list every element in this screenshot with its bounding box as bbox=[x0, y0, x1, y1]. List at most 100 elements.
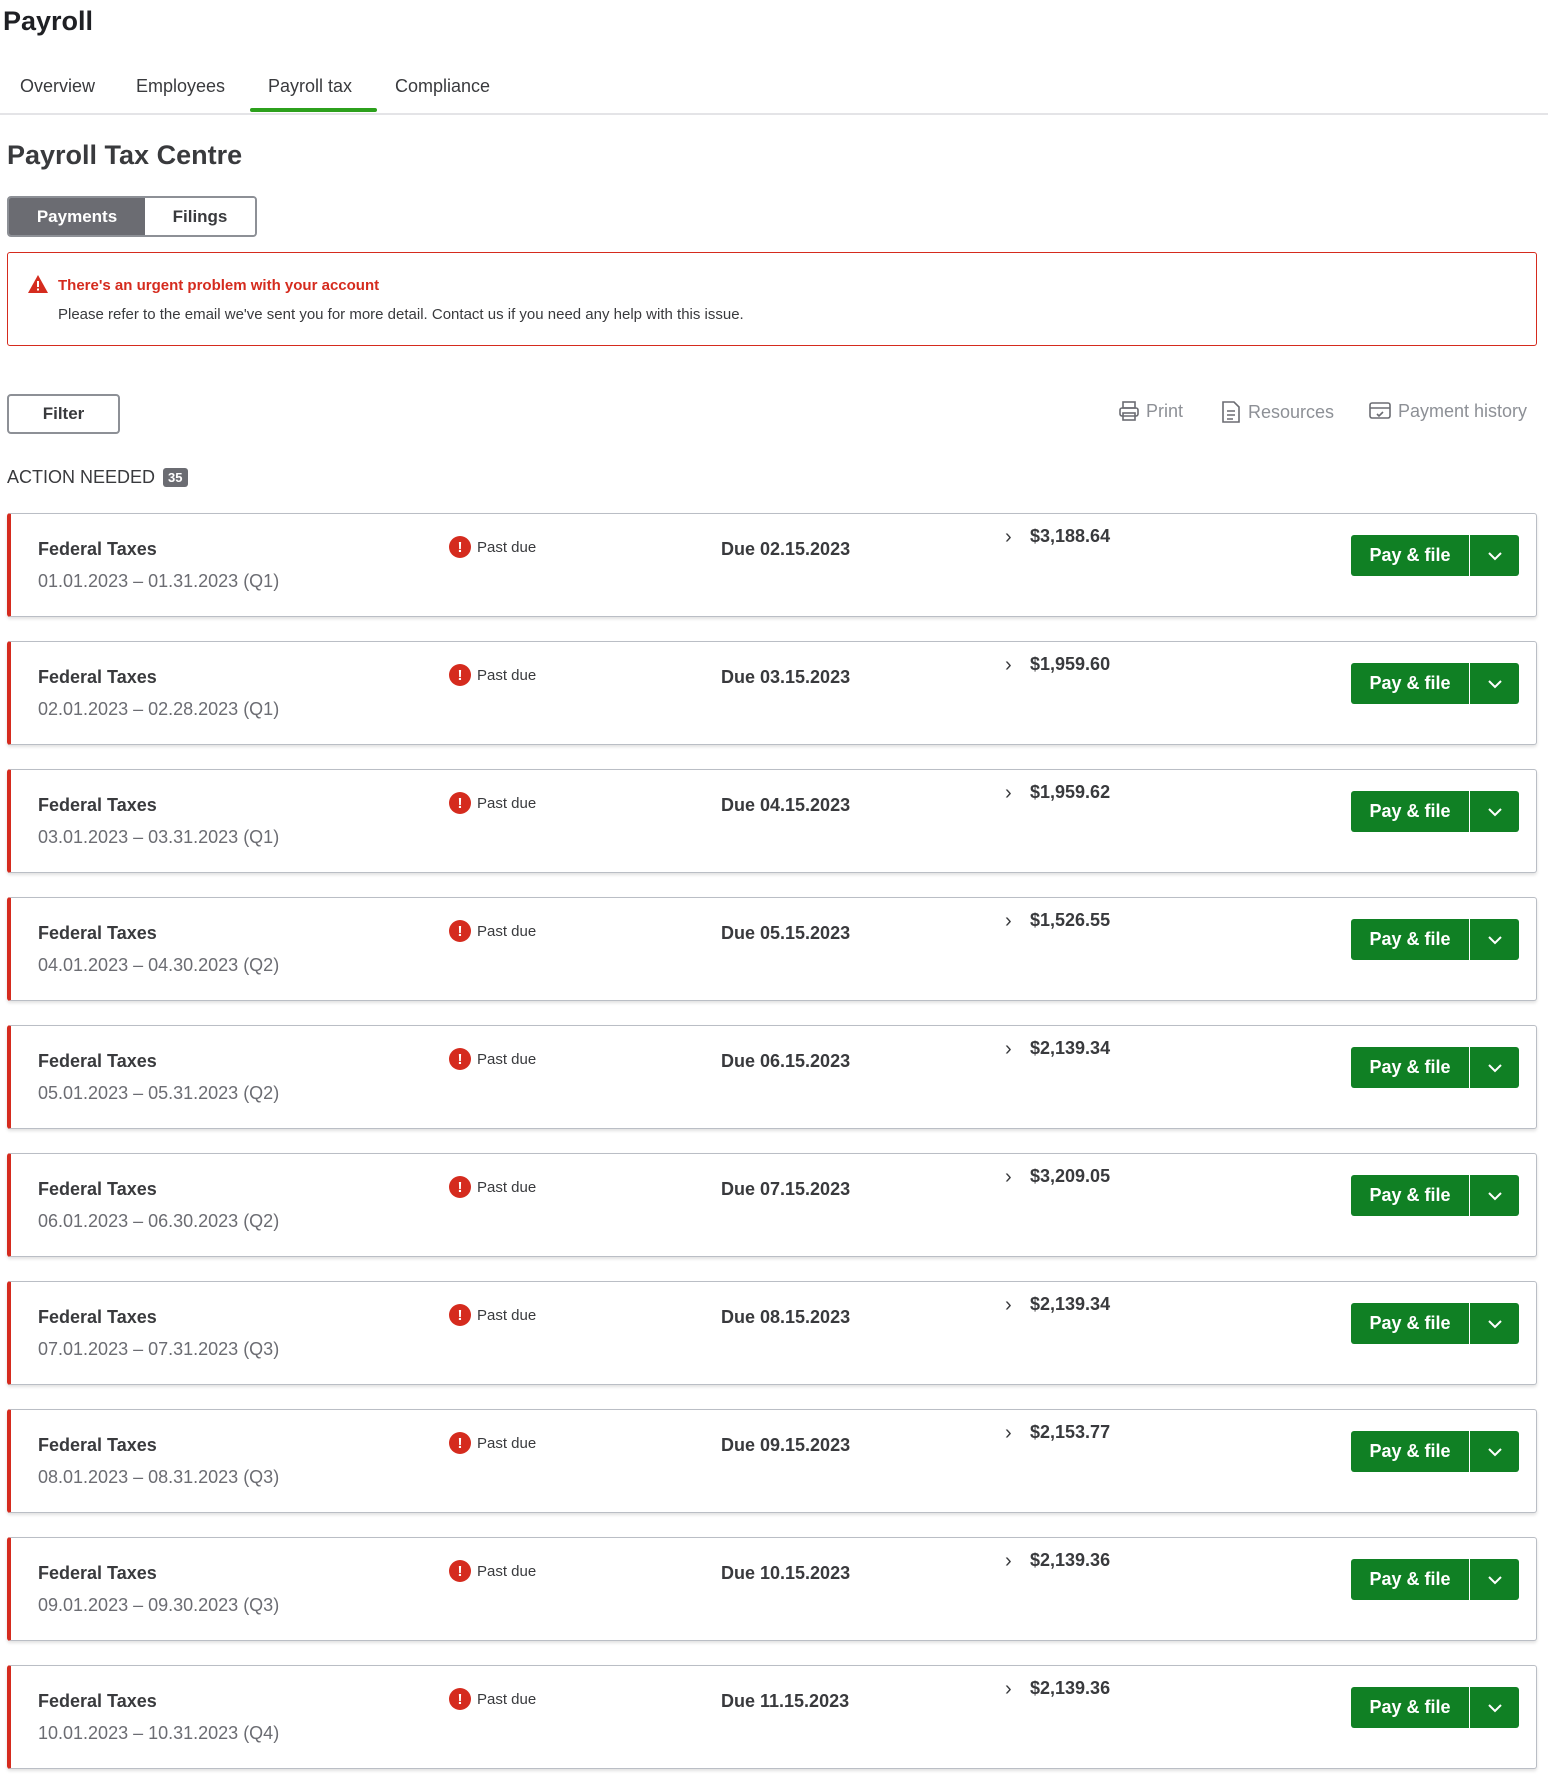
resources-label: Resources bbox=[1248, 401, 1335, 422]
status-label: Past due bbox=[477, 1434, 537, 1452]
expand-chevron-icon[interactable]: › bbox=[1005, 1038, 1012, 1060]
tax-name: Federal Taxes bbox=[38, 1051, 157, 1071]
status-label: Past due bbox=[477, 1178, 537, 1196]
past-due-icon: ! bbox=[449, 664, 471, 686]
more-actions-dropdown[interactable] bbox=[1470, 535, 1519, 576]
chevron-down-icon bbox=[1487, 807, 1502, 816]
more-actions-dropdown[interactable] bbox=[1470, 919, 1519, 960]
pay-and-file-button[interactable]: Pay & file bbox=[1351, 791, 1469, 832]
status-badge: ! Past due bbox=[449, 1048, 536, 1070]
tab-payroll-tax[interactable]: Payroll tax bbox=[268, 76, 353, 96]
amount: $1,959.62 bbox=[1030, 782, 1111, 802]
urgent-alert: There's an urgent problem with your acco… bbox=[7, 252, 1537, 346]
more-actions-dropdown[interactable] bbox=[1470, 1431, 1519, 1472]
pay-and-file-button[interactable]: Pay & file bbox=[1351, 1687, 1469, 1728]
payments-filings-toggle: Payments Filings bbox=[7, 196, 257, 237]
status-label: Past due bbox=[477, 1050, 537, 1068]
amount: $1,526.55 bbox=[1030, 910, 1111, 930]
payment-row: Federal Taxes 04.01.2023 – 04.30.2023 (Q… bbox=[7, 897, 1537, 1001]
amount: $2,139.36 bbox=[1030, 1678, 1111, 1698]
pay-and-file-button[interactable]: Pay & file bbox=[1351, 1431, 1469, 1472]
chevron-down-icon bbox=[1487, 551, 1502, 560]
due-date: Due 06.15.2023 bbox=[721, 1051, 851, 1071]
more-actions-dropdown[interactable] bbox=[1470, 1047, 1519, 1088]
tax-period: 06.01.2023 – 06.30.2023 (Q2) bbox=[38, 1211, 280, 1231]
expand-chevron-icon[interactable]: › bbox=[1005, 1422, 1012, 1444]
chevron-down-icon bbox=[1487, 1191, 1502, 1200]
tax-name: Federal Taxes bbox=[38, 1435, 157, 1455]
tab-compliance[interactable]: Compliance bbox=[395, 76, 491, 96]
tax-period: 05.01.2023 – 05.31.2023 (Q2) bbox=[38, 1083, 280, 1103]
status-label: Past due bbox=[477, 922, 537, 940]
expand-chevron-icon[interactable]: › bbox=[1005, 782, 1012, 804]
print-button[interactable]: Print bbox=[1118, 400, 1183, 422]
print-label: Print bbox=[1146, 400, 1184, 421]
payment-row: Federal Taxes 03.01.2023 – 03.31.2023 (Q… bbox=[7, 769, 1537, 873]
expand-chevron-icon[interactable]: › bbox=[1005, 1678, 1012, 1700]
printer-icon bbox=[1119, 401, 1139, 421]
tax-name: Federal Taxes bbox=[38, 923, 157, 943]
expand-chevron-icon[interactable]: › bbox=[1005, 654, 1012, 676]
pay-and-file-button[interactable]: Pay & file bbox=[1351, 1047, 1469, 1088]
more-actions-dropdown[interactable] bbox=[1470, 1559, 1519, 1600]
payment-history-label: Payment history bbox=[1398, 400, 1528, 421]
expand-chevron-icon[interactable]: › bbox=[1005, 910, 1012, 932]
active-tab-indicator bbox=[250, 108, 377, 112]
pay-and-file-button[interactable]: Pay & file bbox=[1351, 663, 1469, 704]
app-title: Payroll bbox=[3, 6, 94, 36]
payment-row: Federal Taxes 10.01.2023 – 10.31.2023 (Q… bbox=[7, 1665, 1537, 1769]
filings-tab[interactable]: Filings bbox=[145, 198, 255, 235]
expand-chevron-icon[interactable]: › bbox=[1005, 526, 1012, 548]
tax-name: Federal Taxes bbox=[38, 1307, 157, 1327]
pay-and-file-button[interactable]: Pay & file bbox=[1351, 535, 1469, 576]
chevron-down-icon bbox=[1487, 1447, 1502, 1456]
status-badge: ! Past due bbox=[449, 920, 536, 942]
amount: $2,139.34 bbox=[1030, 1038, 1111, 1058]
past-due-icon: ! bbox=[449, 1304, 471, 1326]
resources-button[interactable]: Resources bbox=[1220, 400, 1334, 424]
payment-row: Federal Taxes 09.01.2023 – 09.30.2023 (Q… bbox=[7, 1537, 1537, 1641]
expand-chevron-icon[interactable]: › bbox=[1005, 1550, 1012, 1572]
more-actions-dropdown[interactable] bbox=[1470, 1303, 1519, 1344]
alert-body: Please refer to the email we've sent you… bbox=[58, 306, 744, 323]
status-badge: ! Past due bbox=[449, 1432, 536, 1454]
pay-and-file-button[interactable]: Pay & file bbox=[1351, 1559, 1469, 1600]
tab-overview[interactable]: Overview bbox=[20, 76, 96, 96]
status-badge: ! Past due bbox=[449, 536, 536, 558]
warning-icon bbox=[28, 275, 48, 293]
pay-and-file-button[interactable]: Pay & file bbox=[1351, 1303, 1469, 1344]
past-due-icon: ! bbox=[449, 792, 471, 814]
past-due-icon: ! bbox=[449, 1688, 471, 1710]
tax-name: Federal Taxes bbox=[38, 1563, 157, 1583]
due-date: Due 09.15.2023 bbox=[721, 1435, 851, 1455]
payments-tab[interactable]: Payments bbox=[9, 198, 145, 235]
payment-history-button[interactable]: Payment history bbox=[1368, 400, 1527, 422]
past-due-icon: ! bbox=[449, 920, 471, 942]
more-actions-dropdown[interactable] bbox=[1470, 1175, 1519, 1216]
amount: $3,209.05 bbox=[1030, 1166, 1111, 1186]
due-date: Due 07.15.2023 bbox=[721, 1179, 851, 1199]
more-actions-dropdown[interactable] bbox=[1470, 663, 1519, 704]
pay-and-file-button[interactable]: Pay & file bbox=[1351, 919, 1469, 960]
status-badge: ! Past due bbox=[449, 1688, 536, 1710]
status-label: Past due bbox=[477, 666, 537, 684]
tax-period: 08.01.2023 – 08.31.2023 (Q3) bbox=[38, 1467, 280, 1487]
action-needed-label: ACTION NEEDED bbox=[7, 467, 156, 487]
amount: $2,139.36 bbox=[1030, 1550, 1111, 1570]
tab-employees[interactable]: Employees bbox=[136, 76, 226, 96]
tax-name: Federal Taxes bbox=[38, 1179, 157, 1199]
status-badge: ! Past due bbox=[449, 664, 536, 686]
more-actions-dropdown[interactable] bbox=[1470, 1687, 1519, 1728]
expand-chevron-icon[interactable]: › bbox=[1005, 1166, 1012, 1188]
chevron-down-icon bbox=[1487, 1575, 1502, 1584]
past-due-icon: ! bbox=[449, 1176, 471, 1198]
chevron-down-icon bbox=[1487, 935, 1502, 944]
chevron-down-icon bbox=[1487, 1703, 1502, 1712]
expand-chevron-icon[interactable]: › bbox=[1005, 1294, 1012, 1316]
amount: $3,188.64 bbox=[1030, 526, 1111, 546]
more-actions-dropdown[interactable] bbox=[1470, 791, 1519, 832]
pay-and-file-button[interactable]: Pay & file bbox=[1351, 1175, 1469, 1216]
due-date: Due 03.15.2023 bbox=[721, 667, 851, 687]
filter-button[interactable]: Filter bbox=[7, 394, 120, 434]
status-badge: ! Past due bbox=[449, 1560, 536, 1582]
